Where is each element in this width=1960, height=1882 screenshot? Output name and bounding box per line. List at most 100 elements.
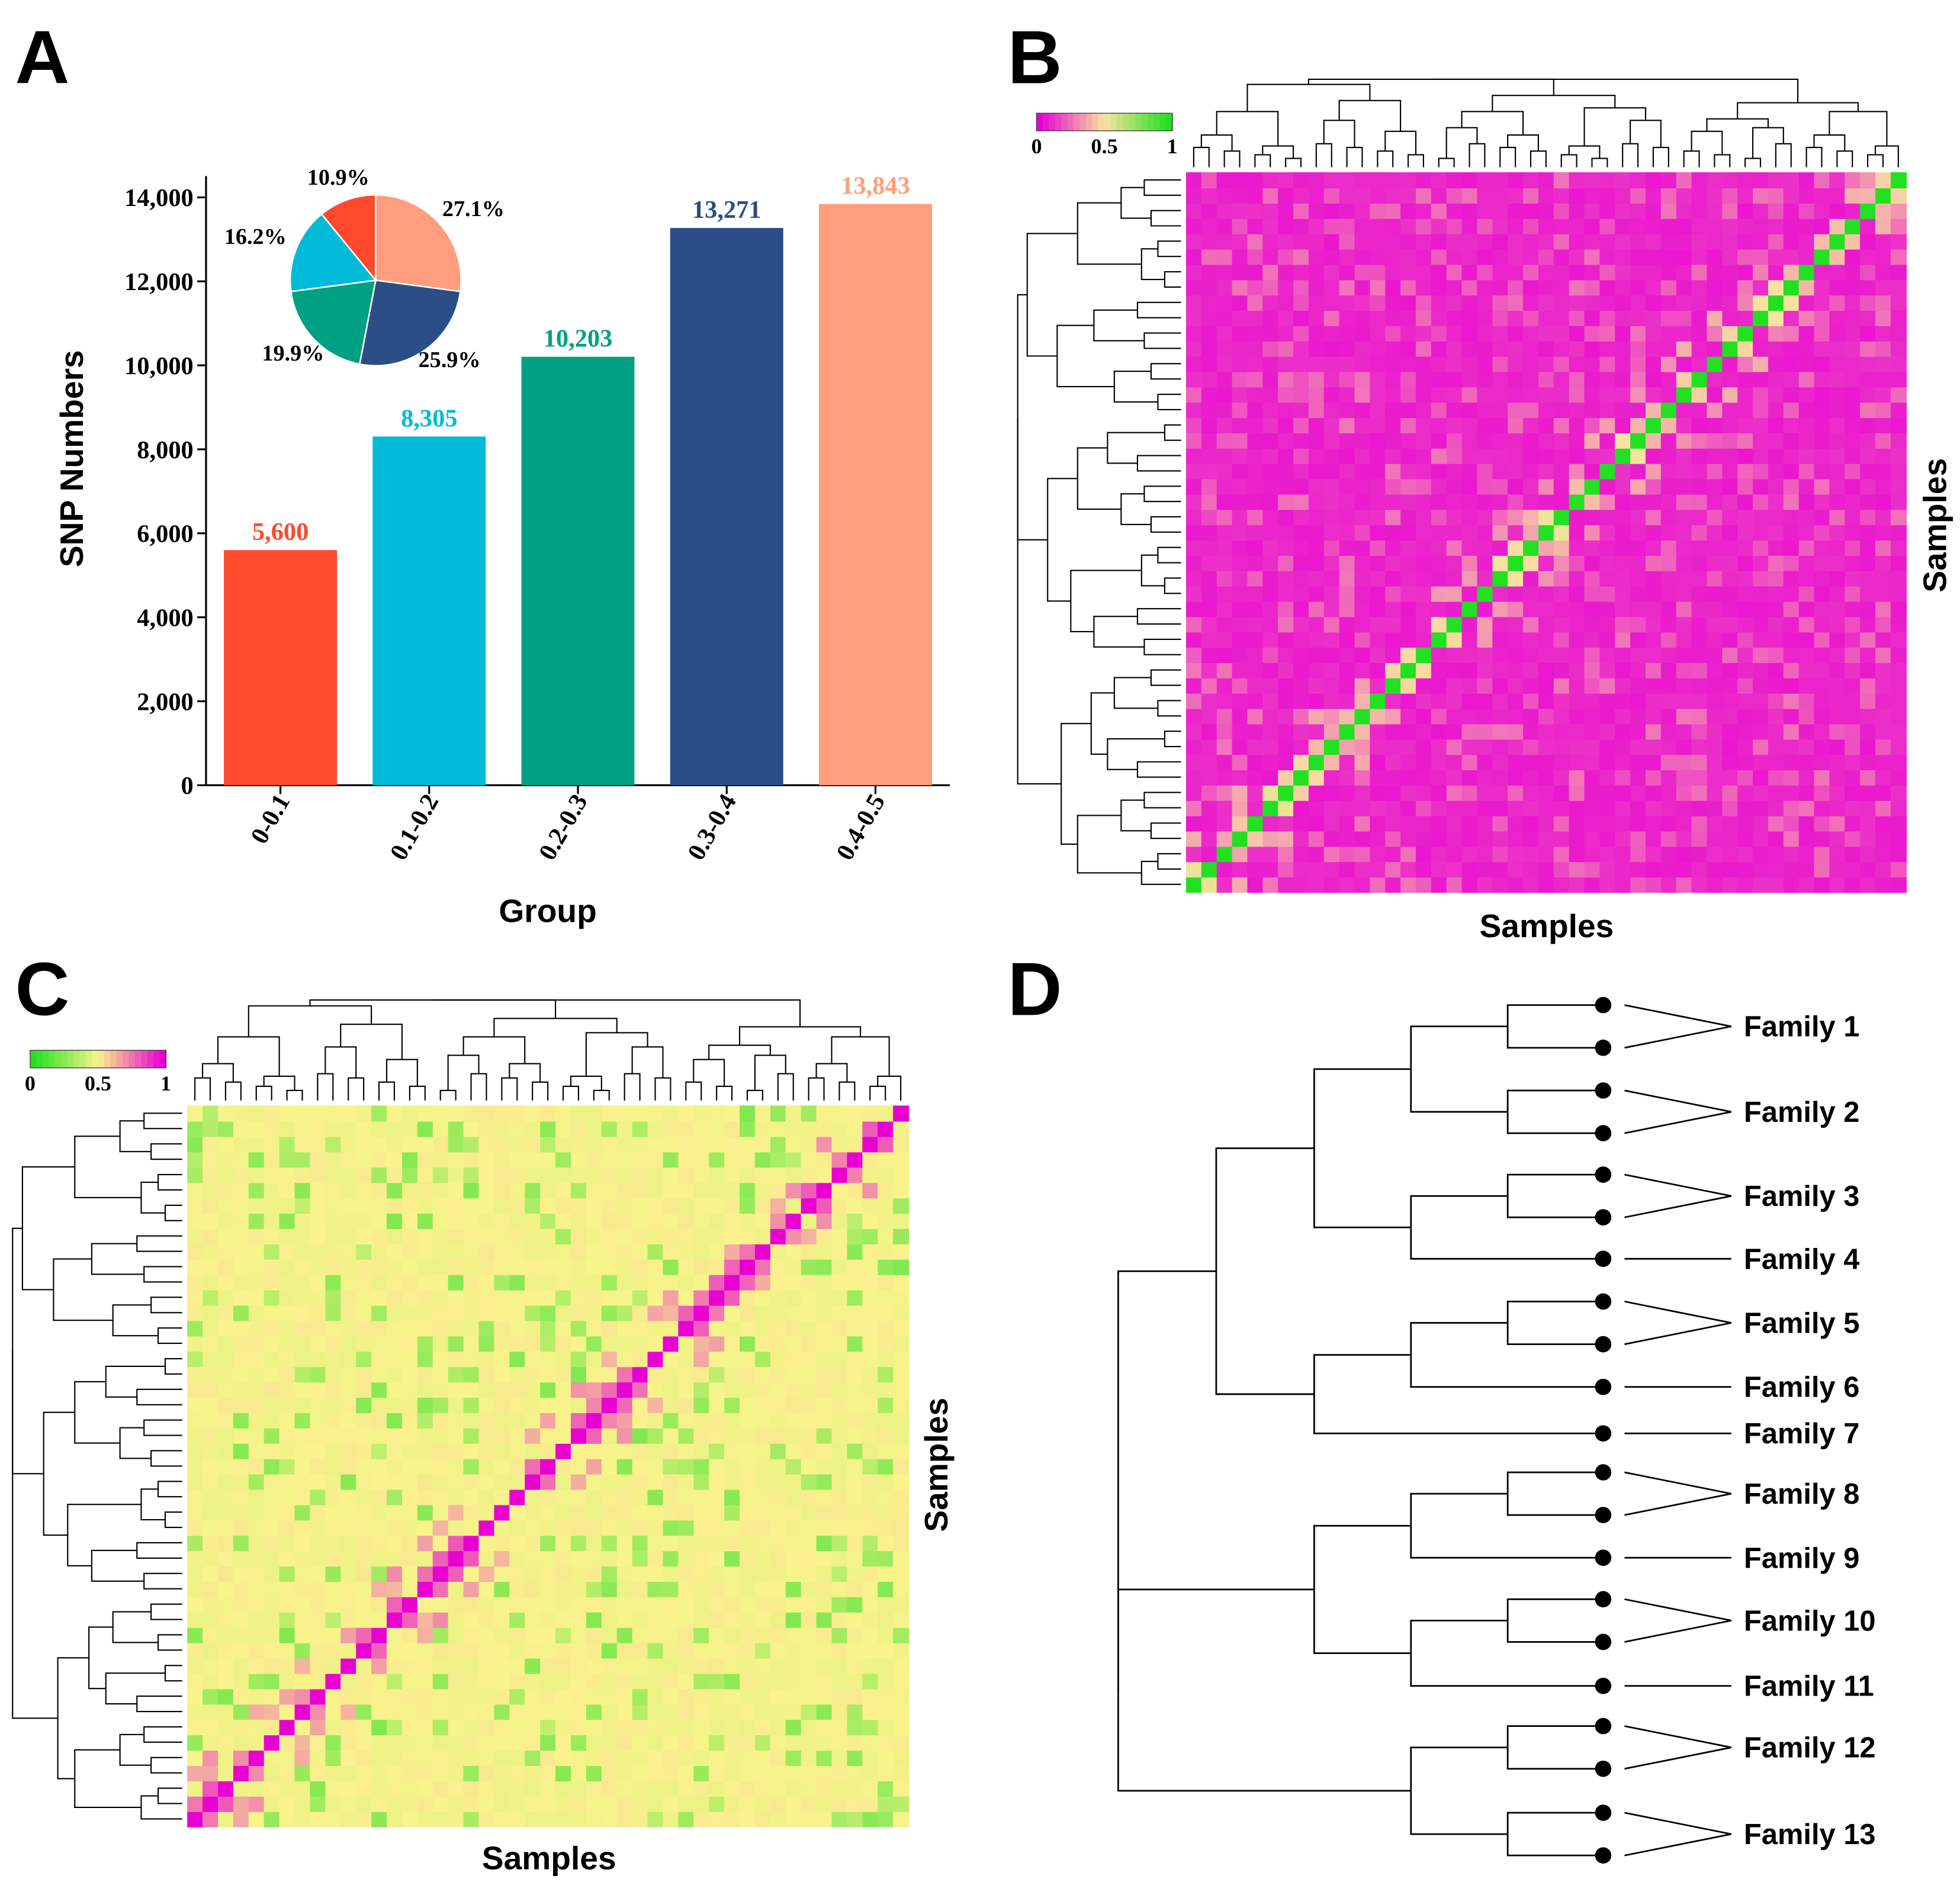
- heatmap-cell: [632, 1136, 648, 1153]
- heatmap-cell: [1875, 662, 1892, 678]
- heatmap-cell: [1385, 708, 1402, 725]
- heatmap-cell: [862, 1351, 879, 1368]
- heatmap-cell: [432, 1642, 449, 1659]
- heatmap-cell: [1553, 739, 1570, 755]
- heatmap-cell: [279, 1305, 295, 1321]
- heatmap-cell: [371, 1243, 388, 1260]
- heatmap-cell: [770, 1320, 787, 1337]
- heatmap-cell: [448, 1427, 464, 1444]
- leaf-node: [1595, 1125, 1612, 1141]
- heatmap-cell: [1262, 371, 1279, 388]
- heatmap-cell: [203, 1427, 219, 1444]
- heatmap-cell: [1691, 708, 1708, 725]
- heatmap-cell: [1446, 509, 1463, 526]
- heatmap-cell: [1431, 279, 1448, 296]
- heatmap-cell: [847, 1105, 863, 1122]
- heatmap-cell: [678, 1167, 695, 1183]
- heatmap-cell: [371, 1105, 388, 1122]
- heatmap-cell: [294, 1535, 311, 1552]
- heatmap-cell: [678, 1274, 695, 1291]
- heatmap-cell: [1569, 555, 1585, 571]
- colorbar-tick-label: 0.5: [85, 1072, 111, 1095]
- heatmap-cell: [1201, 861, 1217, 878]
- heatmap-cell: [1707, 524, 1723, 541]
- heatmap-cell: [1630, 662, 1647, 678]
- heatmap-cell: [1508, 218, 1524, 234]
- heatmap-cell: [1630, 800, 1647, 816]
- heatmap-cell: [1584, 371, 1601, 388]
- heatmap-cell: [878, 1151, 894, 1168]
- heatmap-cell: [1584, 494, 1601, 510]
- heatmap-cell: [878, 1796, 894, 1812]
- heatmap-cell: [1753, 249, 1769, 265]
- heatmap-cell: [754, 1259, 772, 1275]
- heatmap-cell: [647, 1336, 664, 1352]
- heatmap-cell: [801, 1642, 817, 1659]
- dendrogram-branch: [1568, 145, 1601, 159]
- heatmap-cell: [325, 1397, 342, 1413]
- heatmap-cell: [1216, 876, 1233, 893]
- heatmap-cell: [1354, 677, 1371, 694]
- heatmap-cell: [862, 1535, 879, 1552]
- heatmap-cell: [862, 1796, 879, 1812]
- heatmap-cell: [1691, 784, 1708, 801]
- heatmap-cell: [1584, 708, 1601, 725]
- heatmap-cell: [340, 1305, 357, 1321]
- heatmap-cell: [432, 1243, 449, 1260]
- heatmap-cell: [1446, 401, 1463, 419]
- heatmap-cell: [1446, 662, 1463, 678]
- heatmap-cell: [279, 1565, 295, 1582]
- heatmap-cell: [217, 1550, 234, 1567]
- heatmap-cell: [1860, 310, 1877, 326]
- heatmap-cell: [785, 1627, 802, 1643]
- heatmap-cell: [448, 1336, 464, 1352]
- heatmap-cell: [356, 1550, 372, 1567]
- heatmap-cell: [1508, 861, 1524, 878]
- heatmap-cell: [1798, 662, 1815, 678]
- heatmap-cell: [1523, 340, 1540, 357]
- heatmap-cell: [478, 1136, 495, 1153]
- heatmap-cell: [601, 1212, 618, 1230]
- heatmap-cell: [478, 1366, 495, 1383]
- heatmap-cell: [279, 1658, 295, 1674]
- heatmap-cell: [478, 1520, 495, 1536]
- heatmap-cell: [1737, 463, 1754, 480]
- heatmap-cell: [740, 1243, 756, 1260]
- heatmap-cell: [1660, 616, 1678, 633]
- heatmap-cell: [1768, 800, 1785, 816]
- heatmap-cell: [1278, 616, 1294, 633]
- heatmap-cell: [264, 1305, 280, 1321]
- heatmap-cell: [1523, 723, 1540, 740]
- heatmap-cell: [1707, 754, 1723, 771]
- heatmap-cell: [663, 1381, 679, 1398]
- heatmap-cell: [1646, 218, 1662, 234]
- heatmap-cell: [1415, 555, 1432, 571]
- heatmap-cell: [1630, 340, 1647, 357]
- heatmap-cell: [1370, 218, 1386, 234]
- leaf-node: [1595, 1677, 1612, 1694]
- heatmap-cell: [1339, 524, 1355, 541]
- heatmap-cell: [724, 1259, 741, 1275]
- heatmap-cell: [432, 1443, 449, 1459]
- heatmap-cell: [862, 1811, 879, 1828]
- heatmap-cell: [709, 1366, 725, 1383]
- heatmap-cell: [1201, 784, 1217, 801]
- heatmap-cell: [616, 1320, 633, 1337]
- heatmap-cell: [555, 1673, 572, 1690]
- heatmap-cell: [1783, 401, 1800, 419]
- heatmap-cell: [525, 1719, 541, 1736]
- heatmap-cell: [785, 1749, 802, 1766]
- heatmap-cell: [1415, 249, 1432, 265]
- heatmap-cell: [740, 1197, 756, 1214]
- heatmap-cell: [678, 1259, 695, 1275]
- heatmap-cell: [356, 1581, 372, 1597]
- heatmap-cell: [494, 1381, 510, 1398]
- heatmap-cell: [601, 1182, 618, 1199]
- heatmap-cell: [203, 1458, 219, 1475]
- heatmap-cell: [1599, 310, 1616, 326]
- heatmap-cell: [1385, 769, 1402, 786]
- heatmap-cell: [724, 1274, 741, 1291]
- heatmap-cell: [478, 1704, 495, 1720]
- heatmap-cell: [233, 1336, 250, 1352]
- heatmap-cell: [693, 1121, 710, 1137]
